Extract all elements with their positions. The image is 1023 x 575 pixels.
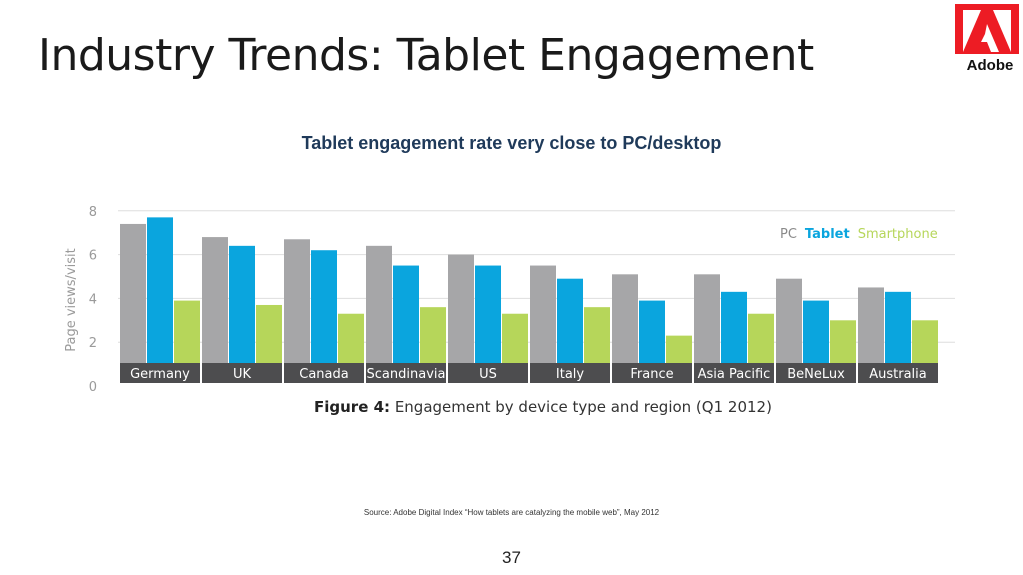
- bar-tablet: [311, 250, 337, 363]
- bar-smartphone: [338, 313, 364, 363]
- category-band: [612, 363, 692, 383]
- legend-entry: PC: [780, 227, 797, 242]
- category-band: [366, 363, 446, 383]
- bar-smartphone: [584, 307, 610, 363]
- bar-pc: [120, 223, 146, 363]
- bar-tablet: [803, 300, 829, 363]
- bar-tablet: [639, 300, 665, 363]
- x-tick-label: France: [630, 367, 673, 382]
- bar-pc: [202, 237, 228, 363]
- bar-smartphone: [502, 313, 528, 363]
- bar-pc: [448, 254, 474, 363]
- category-band: [776, 363, 856, 383]
- bar-smartphone: [912, 320, 938, 363]
- x-tick-label: BeNeLux: [787, 367, 845, 382]
- bar-tablet: [393, 265, 419, 363]
- chart-subtitle: Tablet engagement rate very close to PC/…: [301, 133, 722, 153]
- bar-smartphone: [256, 304, 282, 363]
- source-note: Source: Adobe Digital Index “How tablets…: [363, 508, 660, 517]
- x-tick-label: Asia Pacific: [698, 367, 771, 382]
- adobe-logo-text: Adobe: [966, 57, 1014, 74]
- bar-pc: [694, 274, 720, 363]
- category-band: [530, 363, 610, 383]
- bar-smartphone: [830, 320, 856, 363]
- bar-pc: [284, 239, 310, 363]
- bar-tablet: [721, 291, 747, 363]
- legend-entry: Smartphone: [858, 227, 938, 242]
- bar-pc: [858, 287, 884, 363]
- bar-smartphone: [420, 307, 446, 363]
- bar-tablet: [475, 265, 501, 363]
- figure-caption: Figure 4: Engagement by device type and …: [314, 398, 772, 416]
- bar-pc: [612, 274, 638, 363]
- y-tick-label: 0: [89, 380, 97, 395]
- page-number: 37: [502, 548, 521, 567]
- bar-tablet: [229, 245, 255, 363]
- bar-tablet: [147, 217, 173, 363]
- figure-caption-text: Engagement by device type and region (Q1…: [390, 398, 772, 416]
- category-band: [694, 363, 774, 383]
- bar-pc: [776, 278, 802, 363]
- x-tick-label: Canada: [299, 367, 348, 382]
- bar-pc: [366, 245, 392, 363]
- slide-title: Industry Trends: Tablet Engagement: [38, 30, 814, 81]
- category-band: [448, 363, 528, 383]
- y-tick-label: 4: [89, 292, 97, 307]
- adobe-logo-icon: [955, 4, 1019, 84]
- x-tick-label: Germany: [130, 367, 190, 382]
- bar-smartphone: [666, 335, 692, 363]
- category-band: [120, 363, 200, 383]
- bar-tablet: [885, 291, 911, 363]
- x-tick-label: Italy: [556, 367, 585, 382]
- bar-smartphone: [174, 300, 200, 363]
- figure-label: Figure 4:: [314, 398, 391, 416]
- y-tick-label: 8: [89, 205, 97, 220]
- x-tick-label: Scandinavia: [367, 367, 446, 382]
- bar-chart: 0 2 4 6 8 Page views/visit Germany UK Canada Scan…: [64, 205, 955, 395]
- category-band: [202, 363, 282, 383]
- y-tick-label: 6: [89, 249, 97, 264]
- x-tick-label: Australia: [869, 367, 927, 382]
- bar-pc: [530, 265, 556, 363]
- category-band: [858, 363, 938, 383]
- y-tick-label: 2: [89, 336, 97, 351]
- x-tick-label: UK: [233, 367, 252, 382]
- bar-tablet: [557, 278, 583, 363]
- y-axis-label: Page views/visit: [64, 248, 79, 351]
- category-band: [284, 363, 364, 383]
- legend-entry: Tablet: [805, 227, 850, 242]
- x-tick-label: US: [479, 367, 497, 382]
- bar-smartphone: [748, 313, 774, 363]
